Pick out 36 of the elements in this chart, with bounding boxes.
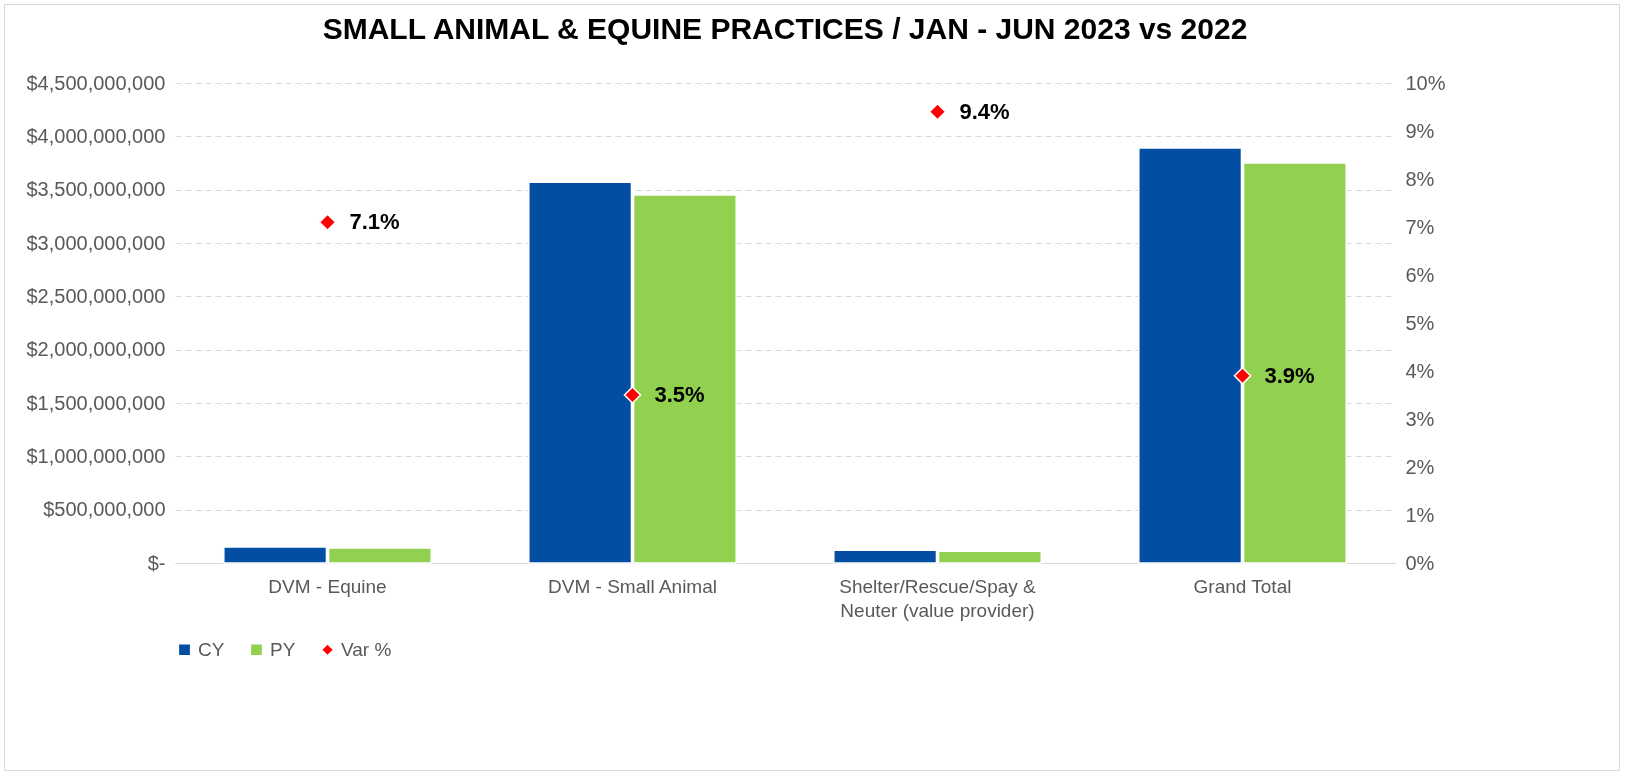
data-label: 7.1% (349, 209, 400, 235)
y2-tick-label: 2% (1405, 455, 1435, 478)
x-tick-label: Shelter/Rescue/Spay & Neuter (value provider) (839, 575, 1037, 621)
y2-tick-label: 10% (1405, 71, 1446, 94)
y-tick-label: $2,500,000,000 (26, 284, 166, 307)
y-tick-label: $500,000,000 (43, 498, 166, 521)
y2-tick-label: 7% (1405, 215, 1435, 238)
y-tick-label: $1,500,000,000 (26, 391, 166, 414)
y2-tick-label: 3% (1405, 407, 1435, 430)
y2-tick-label: 9% (1405, 119, 1435, 142)
point (318, 213, 337, 232)
y-tick-label: $4,500,000,000 (26, 71, 166, 94)
y-tick-label: $1,000,000,000 (26, 444, 166, 467)
data-label: 9.4% (959, 98, 1010, 124)
y-tick-label: $3,500,000,000 (26, 178, 166, 201)
x-tick-label: DVM - Equine (268, 575, 387, 597)
x-tick-label: Grand Total (1193, 575, 1292, 597)
y2-tick-label: 8% (1405, 167, 1435, 190)
data-label: 3.5% (654, 382, 705, 407)
data-label: 3.9% (1264, 362, 1315, 388)
point (1233, 366, 1252, 385)
legend-label: Var % (341, 638, 392, 660)
legend-label: PY (270, 638, 296, 660)
legend-label: CY (198, 638, 225, 660)
y-tick-label: $3,000,000,000 (26, 231, 166, 254)
chart-title: SMALL ANIMAL & EQUINE PRACTICES / JAN - JUN 2023 vs 2022 (322, 12, 1248, 45)
point (623, 386, 642, 404)
y2-tick-label: 0% (1405, 551, 1435, 574)
y2-tick-label: 1% (1405, 503, 1435, 526)
y2-tick-label: 5% (1405, 311, 1435, 334)
y2-tick-label: 6% (1405, 263, 1435, 286)
y-tick-label: $- (147, 551, 166, 574)
y-tick-label: $4,000,000,000 (26, 124, 166, 147)
x-tick-label: DVM - Small Animal (548, 575, 717, 597)
y-tick-label: $2,000,000,000 (26, 338, 166, 361)
y2-tick-label: 4% (1405, 359, 1435, 382)
